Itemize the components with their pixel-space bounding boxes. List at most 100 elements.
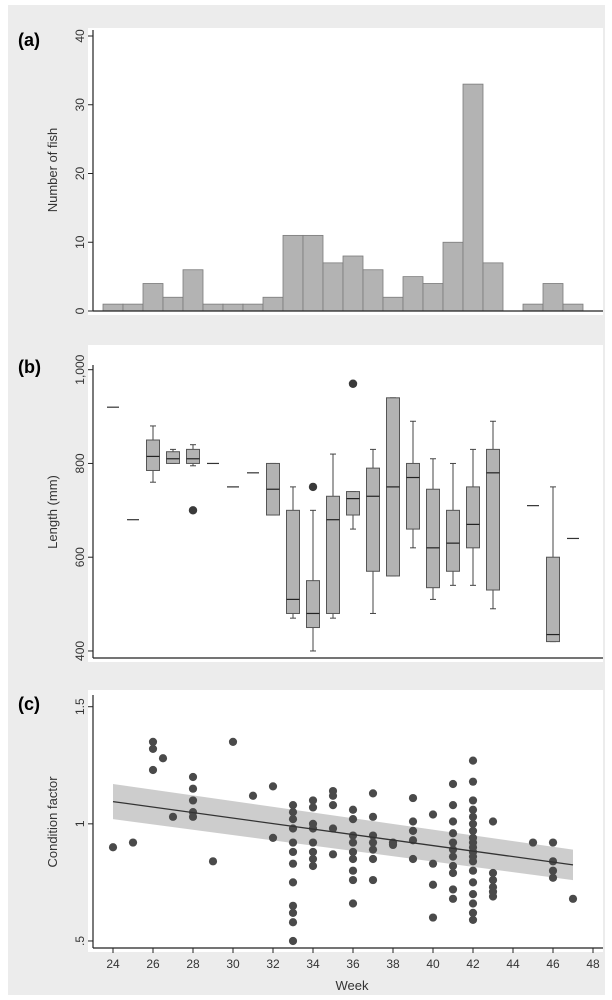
scatter-point bbox=[308, 803, 318, 812]
scatter-point bbox=[468, 878, 478, 887]
histogram-bar bbox=[382, 296, 404, 312]
panel-c-x-tick-label: 44 bbox=[506, 957, 520, 971]
scatter-point bbox=[328, 850, 338, 859]
histogram-bar bbox=[362, 269, 384, 312]
scatter-point bbox=[228, 737, 238, 746]
scatter-point bbox=[368, 838, 378, 847]
scatter-point bbox=[348, 847, 358, 857]
histogram-bar bbox=[462, 83, 484, 312]
scatter-point bbox=[408, 826, 418, 835]
panel-c-x-tick-label: 40 bbox=[426, 957, 440, 971]
scatter-point bbox=[348, 854, 358, 864]
panel-c-x-tick-label: 46 bbox=[546, 957, 560, 971]
scatter-point bbox=[568, 894, 578, 903]
fit-line bbox=[112, 800, 574, 866]
panel-b-y-tick-label: 400 bbox=[73, 641, 87, 661]
scatter-point bbox=[448, 817, 458, 826]
scatter-point bbox=[188, 772, 198, 782]
box-iqr bbox=[186, 448, 200, 464]
box-iqr bbox=[486, 448, 500, 591]
scatter-point bbox=[368, 812, 378, 821]
scatter-point bbox=[348, 866, 358, 875]
scatter-point bbox=[468, 819, 478, 828]
scatter-point bbox=[428, 913, 438, 922]
scatter-point bbox=[368, 875, 378, 885]
scatter-point bbox=[188, 812, 198, 821]
scatter-point bbox=[288, 936, 298, 946]
histogram-bar bbox=[182, 269, 204, 312]
scatter-point bbox=[308, 796, 318, 805]
panel-a-y-tick-label: 10 bbox=[73, 235, 87, 249]
scatter-point bbox=[488, 868, 498, 878]
scatter-point bbox=[288, 815, 298, 824]
panel-b-y-tick-label: 600 bbox=[73, 547, 87, 567]
scatter-point bbox=[348, 831, 358, 840]
panel-c-x-tick-label: 28 bbox=[186, 957, 200, 971]
scatter-point bbox=[328, 791, 338, 800]
histogram-bar bbox=[222, 303, 244, 312]
scatter-point bbox=[468, 756, 478, 765]
scatter-point bbox=[408, 817, 418, 826]
scatter-point bbox=[468, 857, 478, 866]
scatter-point bbox=[188, 784, 198, 793]
panel-b-y-axis-label: Length (mm) bbox=[45, 475, 60, 549]
panel-a-y-tick-label: 0 bbox=[73, 307, 87, 314]
panel-c-y-tick-label: 1 bbox=[73, 820, 87, 827]
scatter-point bbox=[468, 826, 478, 835]
box-iqr bbox=[406, 462, 420, 530]
scatter-point bbox=[208, 857, 218, 866]
panel-c-x-tick-label: 38 bbox=[386, 957, 400, 971]
histogram-bar bbox=[202, 303, 224, 312]
scatter-point bbox=[288, 801, 298, 810]
scatter-point bbox=[548, 866, 558, 875]
box-iqr bbox=[546, 556, 560, 643]
panel-c-scatter: (c) Condition factor .5 1 1.5 24 26 28 30 32 34… bbox=[18, 690, 603, 993]
panel-a-histogram: (a) Number of fish 0 10 20 30 40 bbox=[18, 28, 603, 315]
scatter-point bbox=[548, 857, 558, 866]
panel-c-x-axis-label: Week bbox=[336, 978, 369, 993]
box-outlier-point bbox=[348, 379, 358, 388]
panel-c-x-tick-label: 24 bbox=[106, 957, 120, 971]
scatter-point bbox=[428, 810, 438, 819]
scatter-point bbox=[148, 765, 158, 775]
scatter-point bbox=[288, 908, 298, 917]
box-iqr bbox=[286, 509, 300, 614]
box-iqr bbox=[326, 495, 340, 614]
scatter-point bbox=[468, 812, 478, 821]
scatter-point bbox=[368, 831, 378, 840]
scatter-point bbox=[468, 777, 478, 786]
panel-c-y-tick-label: 1.5 bbox=[73, 698, 87, 715]
scatter-point bbox=[108, 843, 118, 852]
scatter-point bbox=[388, 840, 398, 850]
histogram-bar bbox=[322, 262, 344, 312]
scatter-point bbox=[308, 854, 318, 864]
histogram-bar bbox=[422, 283, 444, 312]
panel-a-y-axis-label: Number of fish bbox=[45, 128, 60, 213]
histogram-bar bbox=[242, 303, 264, 312]
scatter-point bbox=[348, 805, 358, 814]
scatter-point bbox=[308, 861, 318, 871]
panel-b-y-tick-label: 1,000 bbox=[73, 354, 87, 384]
box-iqr bbox=[426, 488, 440, 589]
panel-c-x-tick-label: 26 bbox=[146, 957, 160, 971]
scatter-point bbox=[128, 838, 138, 847]
scatter-point bbox=[168, 812, 178, 821]
scatter-point bbox=[448, 829, 458, 838]
scatter-point bbox=[348, 899, 358, 908]
scatter-point bbox=[288, 808, 298, 817]
scatter-point bbox=[328, 801, 338, 810]
panel-c-x-tick-label: 36 bbox=[346, 957, 360, 971]
box-iqr bbox=[366, 467, 380, 572]
panel-a-y-tick-label: 40 bbox=[73, 29, 87, 43]
scatter-point bbox=[288, 838, 298, 847]
scatter-point bbox=[488, 875, 498, 885]
panel-c-y-tick-label: .5 bbox=[73, 936, 87, 946]
scatter-point bbox=[268, 782, 278, 791]
scatter-point bbox=[448, 852, 458, 861]
histogram-bar bbox=[482, 262, 504, 312]
scatter-point bbox=[428, 880, 438, 889]
scatter-point bbox=[448, 861, 458, 871]
scatter-point bbox=[448, 894, 458, 903]
panel-a-y-tick-label: 30 bbox=[73, 98, 87, 112]
